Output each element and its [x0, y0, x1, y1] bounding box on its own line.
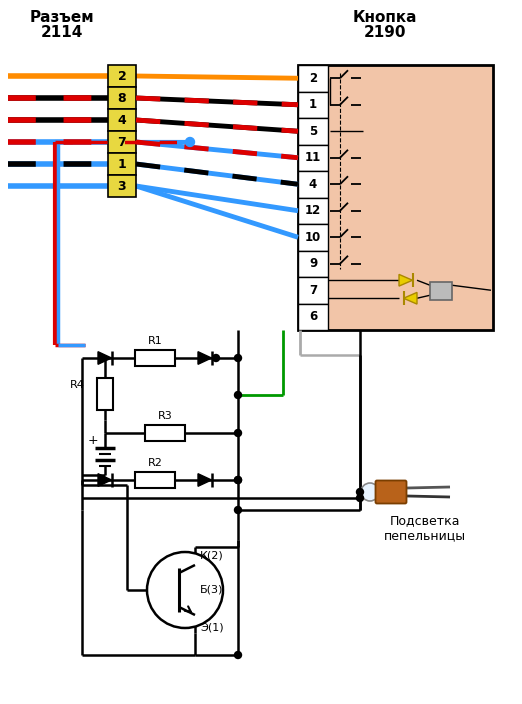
Bar — [298, 65, 328, 92]
Bar — [108, 175, 136, 197]
Bar — [108, 65, 136, 87]
Text: 7: 7 — [309, 284, 317, 297]
Text: 2114: 2114 — [41, 25, 83, 40]
Bar — [298, 92, 328, 118]
Bar — [430, 282, 452, 300]
Bar — [108, 131, 136, 153]
Text: R3: R3 — [158, 411, 172, 421]
Text: 8: 8 — [117, 92, 126, 104]
Bar — [298, 251, 328, 277]
Polygon shape — [198, 352, 211, 364]
Circle shape — [361, 483, 379, 501]
Bar — [298, 65, 493, 330]
Bar — [298, 224, 328, 251]
Text: 1: 1 — [117, 158, 126, 170]
Circle shape — [234, 477, 242, 484]
Circle shape — [234, 477, 242, 484]
Polygon shape — [98, 352, 112, 364]
FancyBboxPatch shape — [375, 481, 407, 503]
Text: 7: 7 — [117, 135, 126, 149]
Polygon shape — [198, 474, 211, 486]
Text: 10: 10 — [305, 231, 321, 244]
Text: R2: R2 — [148, 458, 162, 468]
Bar — [145, 425, 185, 441]
Polygon shape — [399, 275, 412, 286]
Text: Кнопка: Кнопка — [353, 10, 417, 25]
Text: 2190: 2190 — [364, 25, 406, 40]
Text: 11: 11 — [305, 151, 321, 164]
Text: Б(3): Б(3) — [200, 585, 223, 595]
Text: Разъем: Разъем — [30, 10, 94, 25]
Bar — [135, 472, 175, 488]
Bar — [298, 118, 328, 144]
Circle shape — [234, 651, 242, 658]
Polygon shape — [98, 474, 112, 486]
Bar — [298, 198, 328, 224]
Text: 5: 5 — [309, 125, 317, 138]
Text: 1: 1 — [309, 99, 317, 111]
Circle shape — [234, 391, 242, 398]
Text: 6: 6 — [309, 310, 317, 323]
Circle shape — [234, 355, 242, 361]
Text: Подсветка
пепельницы: Подсветка пепельницы — [384, 514, 466, 542]
Text: R4: R4 — [70, 380, 85, 390]
Bar — [108, 87, 136, 109]
Bar — [298, 171, 328, 198]
Text: 2: 2 — [309, 72, 317, 84]
Text: 9: 9 — [309, 257, 317, 270]
Bar — [108, 109, 136, 131]
Circle shape — [357, 494, 363, 501]
Text: Э(1): Э(1) — [200, 623, 223, 633]
Polygon shape — [404, 292, 417, 304]
Circle shape — [234, 506, 242, 513]
Bar — [135, 350, 175, 366]
Text: +: + — [88, 434, 98, 448]
Text: 4: 4 — [117, 113, 126, 127]
Circle shape — [234, 429, 242, 436]
Text: 2: 2 — [117, 70, 126, 82]
Bar — [298, 303, 328, 330]
Text: R1: R1 — [148, 336, 162, 346]
Bar — [298, 144, 328, 171]
Circle shape — [357, 489, 363, 496]
Bar — [108, 153, 136, 175]
Circle shape — [212, 355, 219, 361]
Circle shape — [147, 552, 223, 628]
Bar — [97, 378, 113, 410]
Bar — [298, 277, 328, 303]
Text: 3: 3 — [117, 180, 126, 192]
Text: К(2): К(2) — [200, 550, 224, 560]
Text: 4: 4 — [309, 177, 317, 191]
Text: 12: 12 — [305, 204, 321, 218]
Circle shape — [185, 137, 195, 146]
